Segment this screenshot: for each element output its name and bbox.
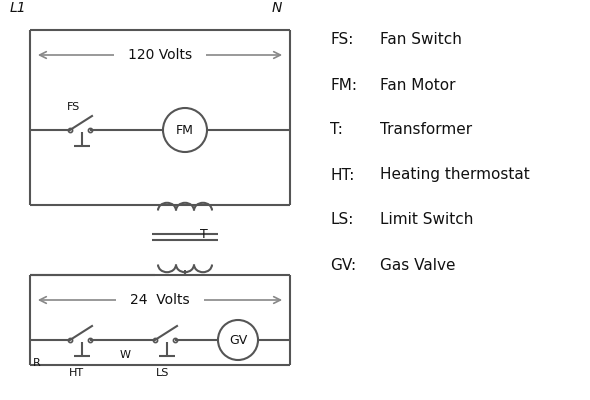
Text: 24  Volts: 24 Volts [130,293,190,307]
Text: Limit Switch: Limit Switch [380,212,473,228]
Text: L1: L1 [10,1,27,15]
Text: Fan Switch: Fan Switch [380,32,462,48]
Text: 120 Volts: 120 Volts [128,48,192,62]
Text: Heating thermostat: Heating thermostat [380,168,530,182]
Text: GV:: GV: [330,258,356,272]
Text: HT: HT [68,368,84,378]
Text: FS:: FS: [330,32,353,48]
Text: LS: LS [156,368,170,378]
Text: HT:: HT: [330,168,355,182]
Text: FS: FS [67,102,81,112]
Text: Transformer: Transformer [380,122,472,138]
Text: Fan Motor: Fan Motor [380,78,455,92]
Text: GV: GV [229,334,247,346]
Text: LS:: LS: [330,212,353,228]
Text: FM: FM [176,124,194,136]
Text: FM:: FM: [330,78,357,92]
Text: R: R [33,358,41,368]
Text: T: T [200,228,208,242]
Text: W: W [120,350,131,360]
Text: N: N [272,1,283,15]
Text: T:: T: [330,122,343,138]
Text: Gas Valve: Gas Valve [380,258,455,272]
